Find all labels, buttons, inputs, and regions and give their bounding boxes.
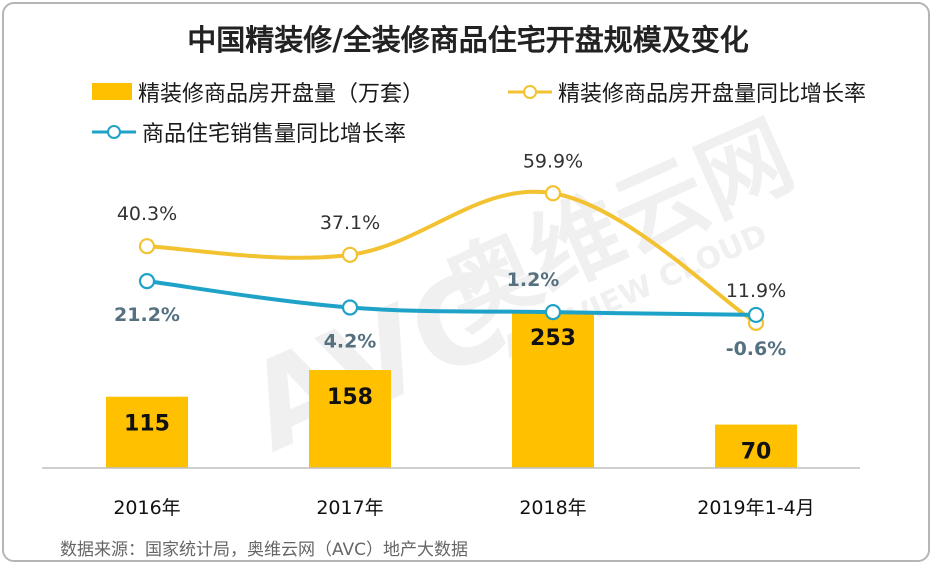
bar-3: [512, 311, 594, 468]
line-1-label-1: 40.3%: [117, 203, 177, 225]
x-tick-label-4: 2019年1-4月: [697, 497, 814, 519]
line-2-label-3: 1.2%: [507, 269, 560, 291]
line-1-point-3: [544, 185, 562, 202]
bar-1: [106, 396, 188, 468]
legend-label-bar: 精装修商品房开盘量（万套）: [138, 82, 424, 107]
line-2-label-1: 21.2%: [114, 304, 180, 326]
line-1-point-2: [341, 246, 359, 263]
line-2-point-1: [138, 273, 156, 290]
legend-swatch-bar: [92, 83, 132, 100]
legend-label-yoy-fitout: 精装修商品房开盘量同比增长率: [558, 82, 866, 107]
line-1-point-1: [138, 238, 156, 255]
x-tick-label-3: 2018年: [519, 497, 586, 519]
legend-marker-yoy-sales: [107, 125, 121, 139]
bar-value-label-1: 115: [124, 412, 170, 437]
legend: 精装修商品房开盘量（万套） 精装修商品房开盘量同比增长率 商品住宅销售量同比增长…: [92, 82, 866, 147]
line-series-1: [146, 189, 758, 325]
legend-marker-yoy-fitout: [523, 85, 537, 99]
line-2-label-2: 4.2%: [324, 330, 377, 352]
line-1-label-2: 37.1%: [320, 212, 380, 234]
line-2-point-4: [747, 306, 765, 324]
x-axis-tick-labels: 2016年 2017年 2018年 2019年1-4月: [113, 497, 814, 519]
line-series-group: 40.3% 37.1% 59.9% 11.9% 21.2% 4.2% 1.2% -0.6%: [114, 150, 786, 360]
legend-label-yoy-sales: 商品住宅销售量同比增长率: [142, 122, 406, 147]
bar-series: 115 158 253 70: [106, 311, 797, 468]
bar-2: [309, 370, 391, 468]
line-2-point-2: [341, 299, 359, 316]
line-1-label-3: 59.9%: [523, 150, 583, 172]
chart-title: 中国精装修/全装修商品住宅开盘规模及变化: [187, 23, 749, 57]
bar-value-label-2: 158: [327, 385, 373, 410]
source-note: 数据来源：国家统计局，奥维云网（AVC）地产大数据: [60, 540, 468, 560]
x-tick-label-2: 2017年: [316, 497, 383, 519]
line-2-label-4: -0.6%: [726, 338, 787, 360]
bar-value-label-3: 253: [530, 326, 576, 351]
line-1-label-4: 11.9%: [726, 280, 786, 302]
line-2-point-3: [544, 304, 562, 321]
line-series-2: [146, 279, 757, 317]
bar-value-label-4: 70: [741, 440, 772, 465]
x-tick-label-1: 2016年: [113, 497, 180, 519]
bar-4: [715, 424, 797, 468]
